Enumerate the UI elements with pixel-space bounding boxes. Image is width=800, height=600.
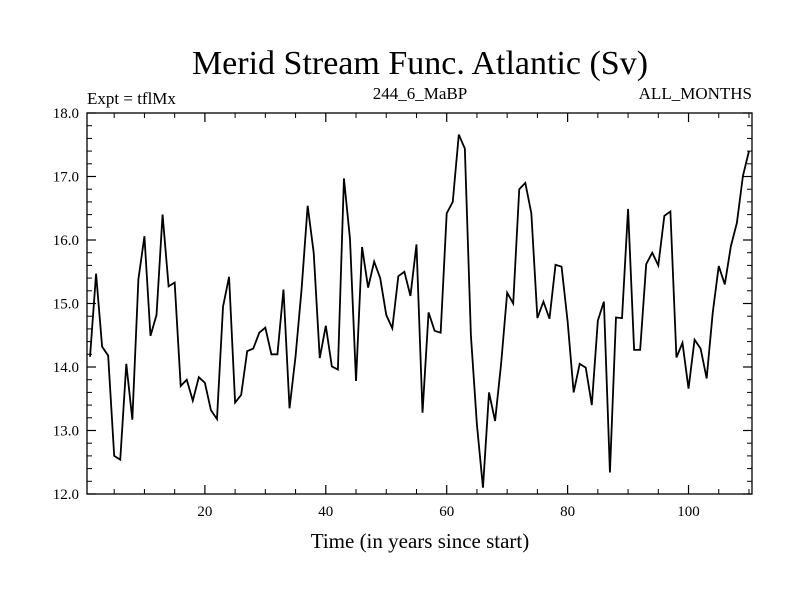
x-axis-ticks bbox=[113, 113, 750, 494]
y-tick-label-5: 17.0 bbox=[53, 170, 79, 186]
months-label: ALL_MONTHS bbox=[639, 84, 752, 103]
y-tick-label-6: 18.0 bbox=[53, 106, 79, 122]
y-axis-tick-labels: 12.0 13.0 14.0 15.0 16.0 17.0 18.0 bbox=[53, 106, 79, 503]
x-axis-label: Time (in years since start) bbox=[311, 529, 530, 553]
x-tick-label-20: 20 bbox=[197, 504, 212, 520]
y-tick-label-2: 14.0 bbox=[53, 360, 79, 376]
x-tick-label-60: 60 bbox=[439, 504, 454, 520]
x-tick-label-80: 80 bbox=[560, 504, 575, 520]
experiment-label: Expt = tflMx bbox=[87, 89, 176, 108]
y-axis-ticks bbox=[87, 112, 752, 495]
series-line-merid-stream-func bbox=[89, 134, 750, 488]
chart-title: Merid Stream Func. Atlantic (Sv) bbox=[192, 45, 648, 82]
x-tick-label-100: 100 bbox=[677, 504, 700, 520]
run-label: 244_6_MaBP bbox=[373, 84, 467, 103]
y-tick-label-4: 16.0 bbox=[53, 233, 79, 249]
y-tick-label-0: 12.0 bbox=[53, 487, 79, 503]
y-tick-label-3: 15.0 bbox=[53, 297, 79, 313]
y-tick-label-1: 13.0 bbox=[53, 424, 79, 440]
x-tick-label-40: 40 bbox=[318, 504, 333, 520]
x-axis-tick-labels: 20 40 60 80 100 bbox=[197, 504, 699, 520]
